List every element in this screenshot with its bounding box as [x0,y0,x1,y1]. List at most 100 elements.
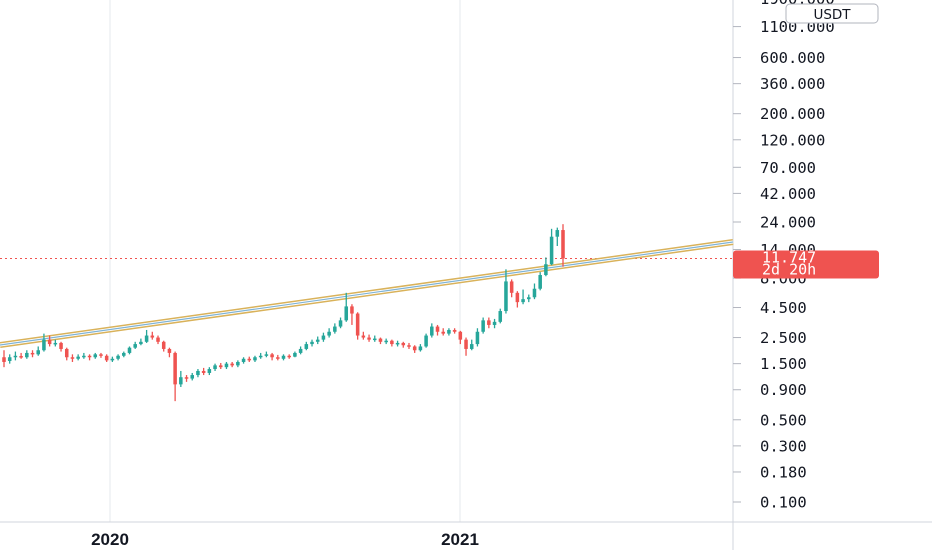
candle-body [544,264,548,276]
candle [184,375,189,382]
candle-body [333,326,337,332]
candle [2,350,6,368]
candle [355,312,360,340]
price-tick-label: 1.500 [760,355,807,373]
candle [213,363,217,371]
candle [19,352,23,359]
candle-body [521,299,525,303]
candle-body [435,326,440,332]
candle-body [201,370,206,373]
last-price-tag[interactable]: 11.747 2d 20h [733,249,879,279]
time-tick-label: 2021 [441,530,479,549]
price-tick-label: 24.000 [760,214,816,232]
candle [418,344,423,352]
candle [361,331,366,340]
candle [321,332,326,342]
candle-body [264,354,269,356]
candle [549,228,554,266]
candle [384,338,388,345]
candle [424,333,428,348]
candle [13,351,18,361]
currency-label: USDT [813,7,851,23]
candle [527,294,531,303]
candle [179,370,183,387]
candle-body [532,288,537,298]
candle-body [424,335,428,347]
candle [276,354,280,361]
candle [498,308,503,324]
candle-body [321,335,326,340]
candle [538,272,542,291]
candle-body [127,347,132,353]
candle [447,328,451,336]
candle [315,336,320,345]
candle-body [76,356,80,359]
candle [59,341,63,352]
candle [190,372,195,381]
candle-body [87,355,92,358]
candle-body [481,320,485,332]
candle-body [412,346,417,351]
candle [70,354,75,362]
candle-body [190,375,195,379]
candle [367,334,371,342]
candle [87,354,92,361]
candle-body [561,230,565,259]
candle-body [59,342,63,349]
candle-body [196,370,200,376]
candle-body [293,352,297,357]
candle [492,318,497,329]
candle-body [99,354,103,356]
candle [76,354,80,361]
candle [458,330,463,345]
candle-body [133,344,137,348]
candle [441,328,445,336]
candle [224,361,229,370]
candle [270,352,274,361]
candle [504,269,508,314]
price-tick-label: 200.000 [760,105,825,123]
price-tick-label: 120.000 [760,131,825,149]
candle-body [241,358,246,362]
candles [2,224,565,402]
time-axis-ticks: 2020 2021 [91,530,479,549]
candle-body [42,339,46,351]
currency-badge[interactable]: USDT [785,3,879,24]
currency-badge-box [785,3,879,24]
candle-body [338,320,343,327]
candle [196,369,200,378]
candle-body [452,329,457,332]
candle-body [13,355,18,358]
candle [487,317,491,329]
candle-body [378,338,383,342]
candle-body [247,358,252,361]
candle-body [64,348,69,358]
trendline[interactable] [0,239,734,348]
candle-body [327,331,331,336]
candle [99,352,103,358]
candle [64,347,69,361]
candle-body [236,361,240,366]
price-tick-label: 42.000 [760,185,816,203]
candle [93,352,98,359]
candle-body [156,337,160,342]
candle-body [509,281,514,293]
candle-body [253,357,257,361]
candle-body [355,313,360,336]
candle-body [184,377,189,379]
candle [7,354,12,364]
candle-body [224,363,229,368]
candle-body [82,355,86,358]
candle-body [281,355,286,359]
candle [452,328,457,334]
price-tick-label: 0.100 [760,494,807,512]
candle-body [492,321,497,325]
candle-body [367,337,371,340]
candle-body [447,329,451,334]
candle-body [36,350,40,355]
candle [338,317,343,329]
candle [469,339,474,351]
last-price-value: 11.747 [762,249,816,267]
candle [555,227,560,247]
